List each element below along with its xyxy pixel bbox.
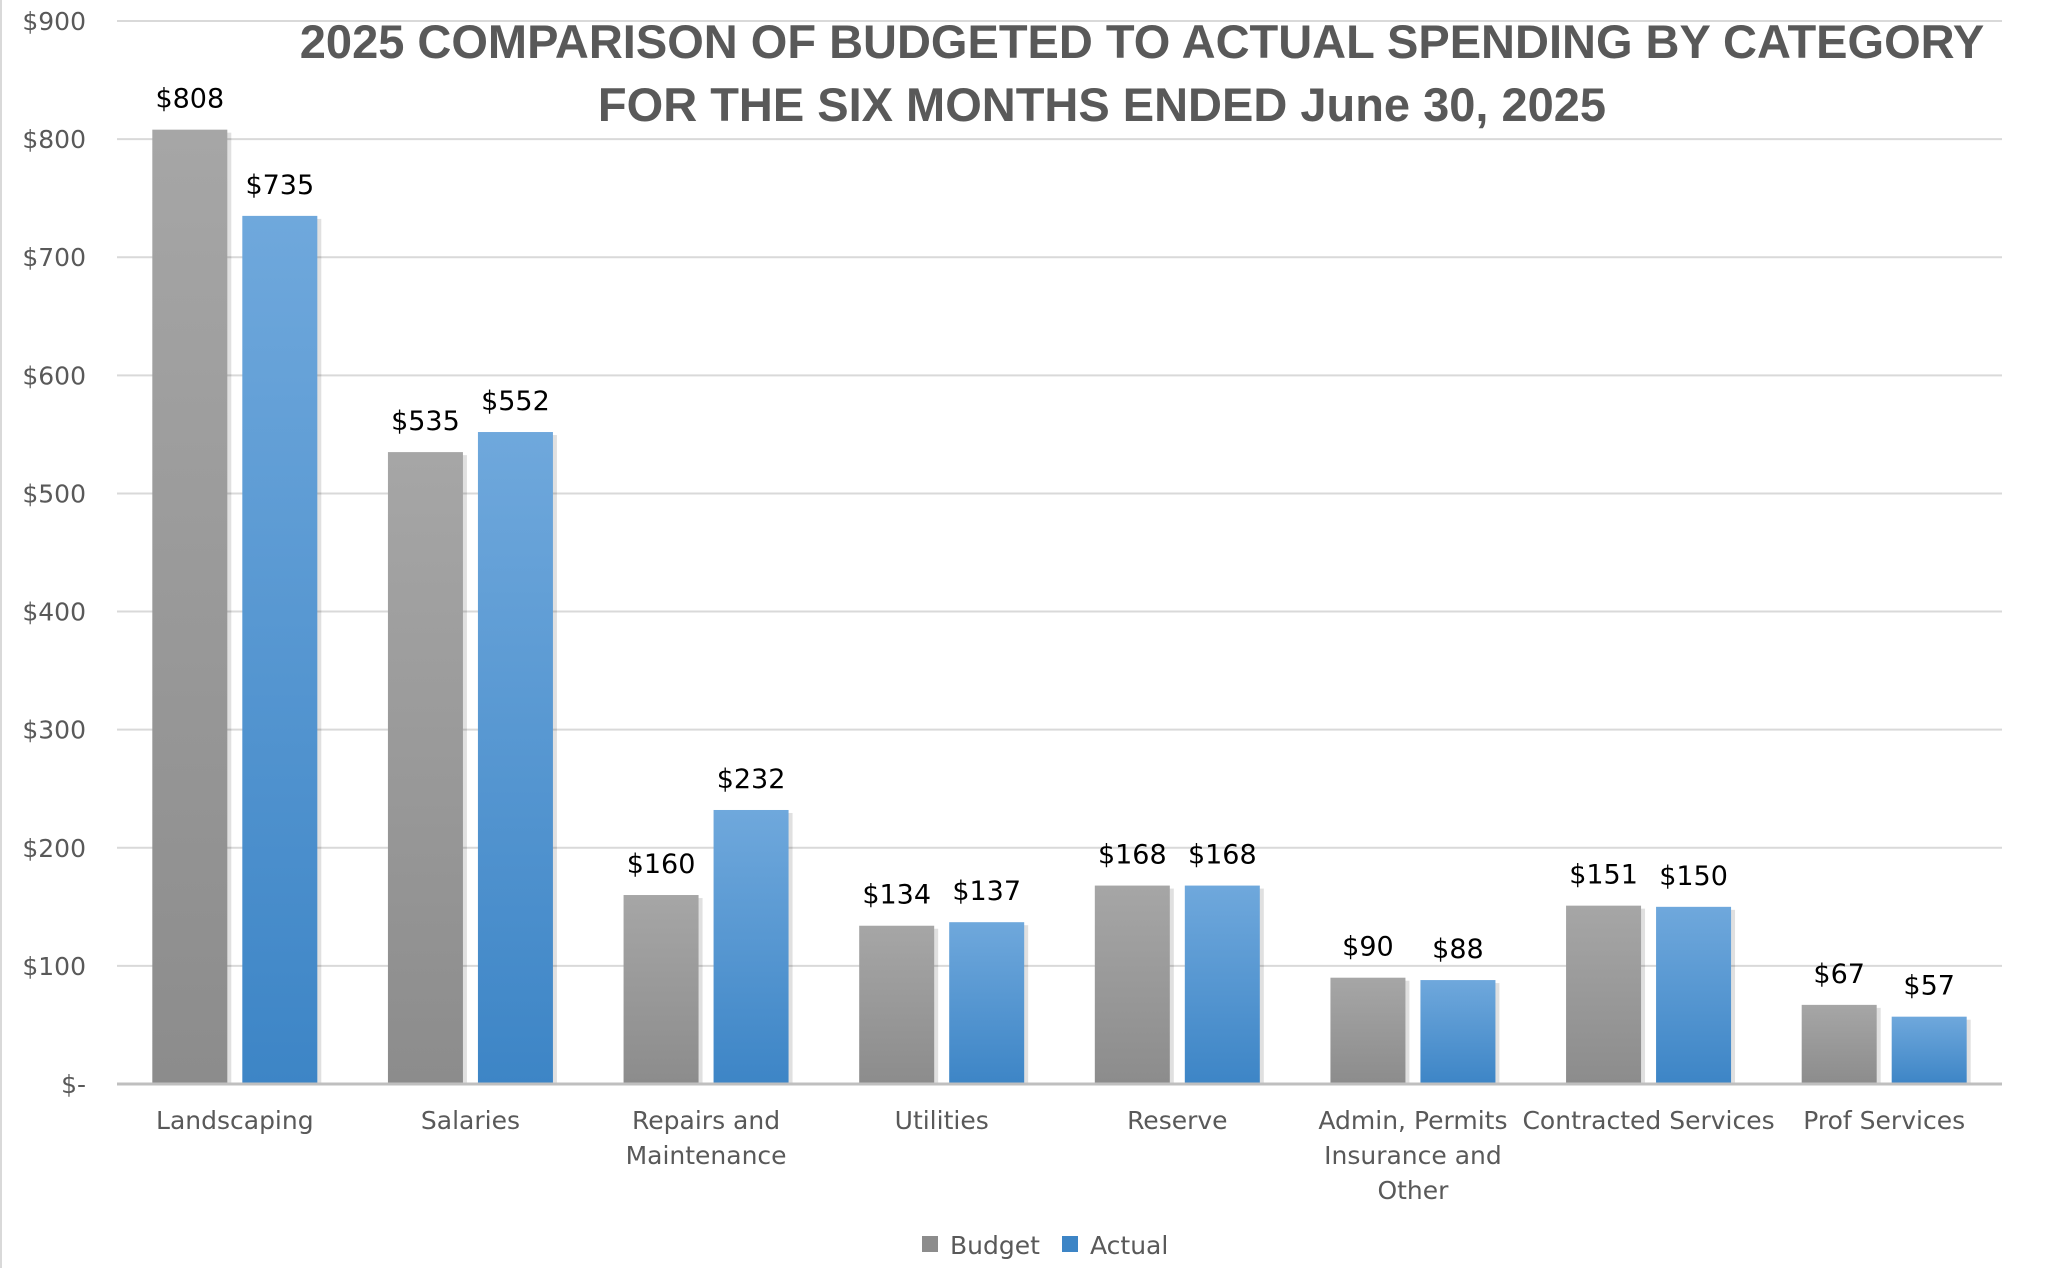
chart-subtitle: FOR THE SIX MONTHS ENDED June 30, 2025 [598,78,1606,131]
legend: Budget Actual [922,1231,1168,1260]
data-label: $57 [1903,971,1955,1002]
bar-actual [1891,1016,1967,1084]
y-tick-label: $500 [22,479,86,508]
data-label: $168 [1188,840,1257,871]
data-label: $90 [1342,932,1394,963]
data-label: $535 [391,406,460,437]
bar-budget [152,129,228,1084]
data-label: $168 [1098,840,1167,871]
x-tick-label: Prof Services [1803,1106,1965,1135]
data-label: $67 [1813,959,1865,990]
legend-label-budget: Budget [950,1231,1040,1260]
bar-actual [713,809,789,1084]
x-tick-label: Landscaping [156,1106,314,1135]
data-label: $137 [952,876,1021,907]
bar-actual [477,432,553,1084]
data-label: $232 [717,764,786,795]
legend-swatch-actual [1062,1236,1078,1252]
y-tick-label: $700 [22,243,86,272]
bar-actual [1420,980,1496,1084]
x-tick-label: Reserve [1127,1106,1228,1135]
x-tick-label: Admin, Permits Insurance and Other [1318,1106,1507,1205]
y-tick-label: $400 [22,598,86,627]
bars [152,129,1971,1085]
y-tick-label: $800 [22,125,86,154]
bar-budget [1094,885,1170,1084]
x-tick-label: Salaries [421,1106,520,1135]
y-tick-label: $600 [22,361,86,390]
axes: $900 $800 $700 $600 $500 $400 $300 $200 $100 $- La… [22,7,2002,1205]
data-label: $134 [862,880,931,911]
data-label: $151 [1569,860,1638,891]
bar-actual [242,215,318,1085]
bar-budget [1566,905,1642,1084]
data-label: $160 [627,849,696,880]
data-label: $735 [245,170,314,201]
bar-budget [623,895,699,1084]
bar-budget [1330,977,1406,1084]
y-tick-label: $- [61,1070,86,1099]
bar-budget [859,925,935,1084]
data-labels: $808 $735 $535 $552 $160 $232 $134 $137 $168 $168… [155,84,1955,1002]
y-tick-label: $100 [22,952,86,981]
data-label: $150 [1659,861,1728,892]
data-label: $88 [1432,934,1484,965]
y-tick-label: $300 [22,716,86,745]
bar-actual [1184,885,1260,1084]
x-tick-label: Utilities [895,1106,989,1135]
bar-budget [1801,1004,1877,1084]
chart-title: 2025 COMPARISON OF BUDGETED TO ACTUAL SP… [300,15,1984,68]
legend-swatch-budget [922,1236,938,1252]
y-tick-label: $200 [22,834,86,863]
legend-label-actual: Actual [1090,1231,1168,1260]
bar-budget [387,452,463,1084]
y-tick-label: $900 [22,7,86,36]
data-label: $808 [155,84,224,115]
data-label: $552 [481,386,550,417]
x-tick-label: Repairs and Maintenance [626,1106,787,1170]
x-tick-label: Contracted Services [1522,1106,1774,1135]
bar-actual [949,922,1025,1084]
bar-actual [1656,906,1732,1084]
